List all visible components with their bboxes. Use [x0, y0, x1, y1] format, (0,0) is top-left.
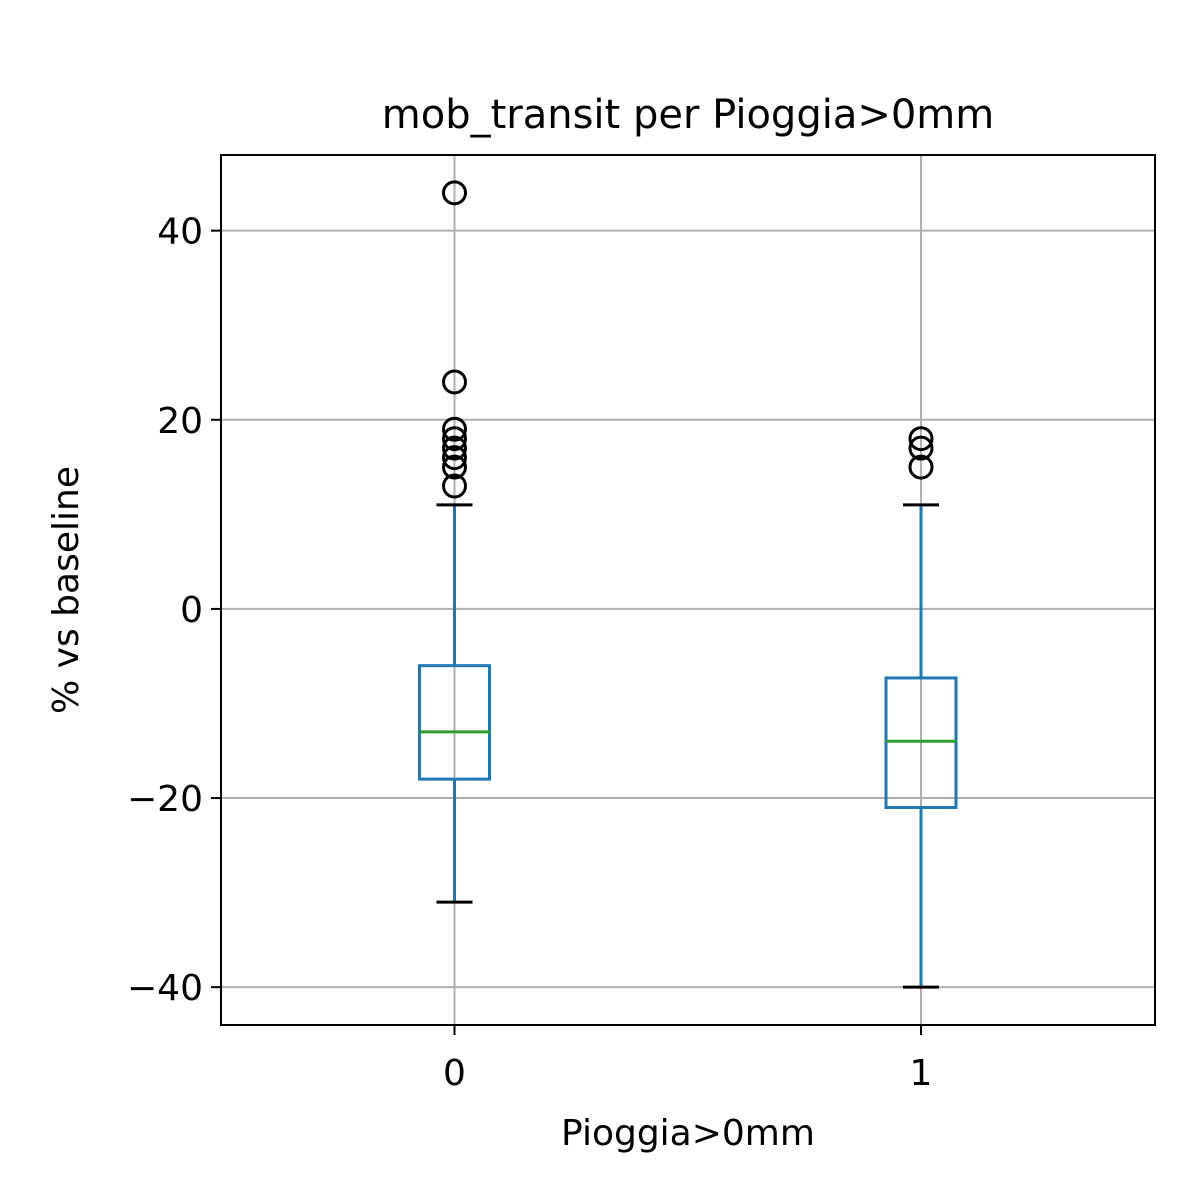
outlier-point — [442, 454, 467, 480]
x-axis-label: Pioggia>0mm — [561, 1113, 815, 1154]
outlier-point — [442, 473, 467, 499]
outlier-point — [442, 416, 467, 442]
ticks: −40 −20 0 20 40 0 1 — [127, 212, 932, 1094]
x-tick-label: 0 — [443, 1053, 466, 1094]
y-tick-label: 20 — [157, 401, 203, 442]
outlier-point — [442, 445, 467, 471]
outlier-point — [442, 435, 467, 461]
x-tick-label: 1 — [910, 1053, 933, 1094]
y-tick-label: 0 — [180, 590, 203, 631]
chart-title: mob_transit per Pioggia>0mm — [382, 92, 994, 138]
y-axis-label: % vs baseline — [46, 466, 87, 714]
y-tick-label: −40 — [127, 968, 203, 1009]
outlier-point — [908, 426, 934, 452]
outlier-point — [442, 426, 467, 452]
y-tick-label: 40 — [157, 212, 203, 253]
outlier-point — [908, 435, 934, 461]
box — [418, 664, 491, 781]
plot-frame — [220, 154, 1156, 1026]
outlier-point — [442, 369, 467, 395]
boxes — [418, 180, 958, 989]
y-tick-label: −20 — [127, 779, 203, 820]
outlier-point — [908, 454, 934, 480]
outlier-point — [442, 180, 467, 206]
